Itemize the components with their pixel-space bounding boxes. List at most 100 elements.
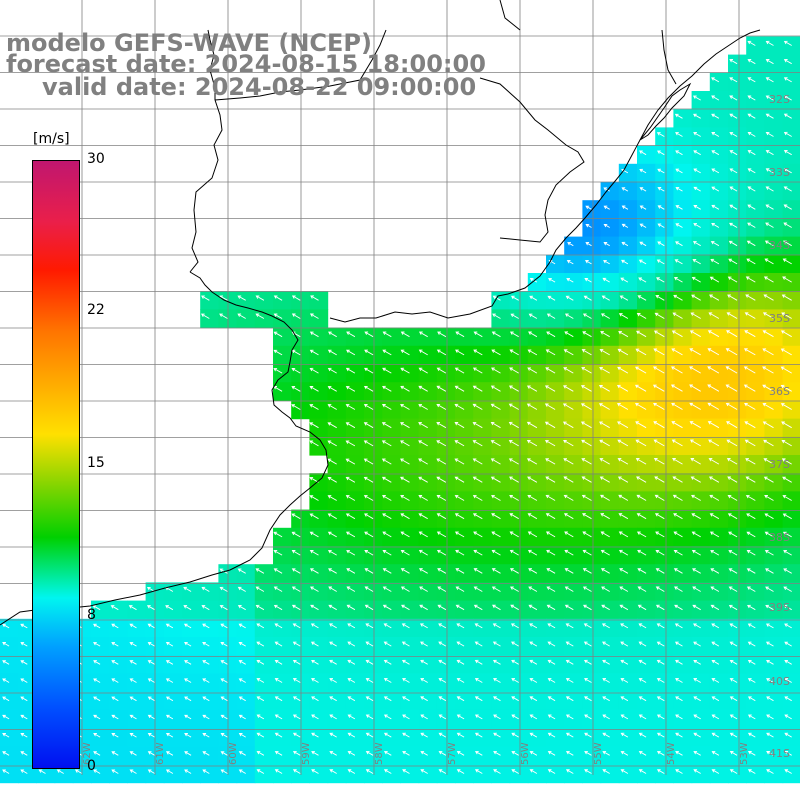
wind-cell (0, 709, 19, 729)
lon-label: 59W (301, 742, 312, 765)
wind-cell (673, 109, 693, 128)
wind-arrow (783, 586, 792, 592)
wind-cell (764, 145, 784, 165)
wind-cell (764, 546, 784, 565)
wind-cell (0, 637, 19, 656)
wind-cell (673, 218, 693, 238)
wind-cell (546, 273, 565, 292)
wind-arrow (674, 641, 683, 647)
wind-arrow (707, 402, 720, 410)
wind-arrow (762, 421, 774, 429)
wind-cell (345, 764, 365, 784)
wind-arrow (383, 732, 392, 738)
wind-arrow (545, 531, 556, 538)
wind-cell (491, 746, 511, 765)
wind-arrow (725, 402, 738, 410)
wind-arrow (510, 604, 519, 611)
wind-arrow (693, 150, 701, 156)
wind-cell (637, 418, 656, 438)
wind-cell (364, 436, 383, 456)
wind-cell (436, 728, 456, 747)
wind-cell (618, 327, 638, 347)
wind-cell (600, 637, 620, 656)
wind-cell (746, 200, 765, 219)
wind-arrow (184, 733, 192, 738)
wind-arrow (364, 331, 374, 338)
wind-cell (200, 582, 219, 602)
wind-cell (400, 527, 420, 547)
wind-cell (564, 382, 583, 401)
wind-cell (673, 455, 693, 474)
wind-cell (509, 455, 529, 474)
wind-cell (436, 436, 456, 456)
wind-cell (782, 218, 800, 238)
wind-arrow (675, 769, 683, 774)
wind-arrow (729, 659, 738, 665)
wind-cell (473, 564, 492, 583)
wind-cell (527, 546, 547, 565)
wind-arrow (729, 59, 738, 65)
wind-cell (746, 364, 765, 383)
wind-arrow (726, 458, 738, 465)
wind-cell (546, 655, 565, 674)
wind-arrow (746, 513, 756, 520)
wind-arrow (763, 276, 774, 283)
wind-cell (691, 400, 711, 420)
wind-arrow (2, 751, 10, 756)
wind-arrow (709, 494, 720, 501)
wind-cell (600, 309, 620, 329)
wind-cell (655, 582, 674, 602)
wind-cell (582, 764, 602, 784)
wind-cell (782, 291, 800, 310)
wind-arrow (291, 568, 301, 574)
wind-arrow (692, 586, 701, 592)
wind-arrow (20, 623, 28, 629)
wind-cell (455, 564, 474, 583)
wind-cell (418, 491, 438, 511)
wind-cell (109, 691, 128, 711)
wind-cell (618, 163, 638, 183)
wind-cell (527, 728, 547, 747)
wind-arrow (565, 732, 574, 738)
wind-cell (436, 364, 456, 383)
wind-arrow (675, 186, 683, 192)
wind-arrow (546, 604, 556, 611)
wind-cell (0, 746, 19, 765)
wind-cell (709, 491, 729, 511)
wind-cell (527, 455, 547, 474)
wind-cell (473, 364, 492, 383)
wind-cell (655, 436, 674, 456)
wind-cell (691, 418, 711, 438)
wind-cell (600, 400, 620, 420)
wind-arrow (129, 623, 137, 629)
wind-cell (273, 600, 292, 620)
wind-arrow (581, 458, 592, 465)
wind-arrow (656, 132, 665, 137)
wind-arrow (328, 604, 337, 611)
wind-arrow (437, 604, 447, 611)
wind-cell (491, 491, 511, 511)
wind-cell (782, 564, 800, 583)
wind-arrow (547, 295, 556, 301)
wind-cell (400, 728, 420, 747)
wind-arrow (402, 696, 410, 702)
wind-arrow (729, 95, 738, 101)
wind-cell (564, 345, 583, 365)
wind-arrow (673, 531, 683, 538)
wind-arrow (255, 568, 265, 574)
wind-arrow (636, 494, 647, 501)
wind-cell (691, 764, 711, 784)
wind-arrow (309, 550, 319, 556)
wind-arrow (563, 439, 574, 447)
wind-cell (364, 600, 383, 620)
wind-arrow (493, 769, 501, 774)
wind-arrow (711, 623, 720, 629)
wind-cell (582, 709, 602, 729)
wind-cell (382, 582, 401, 602)
wind-cell (527, 655, 547, 674)
wind-arrow (745, 458, 756, 465)
wind-cell (782, 546, 800, 565)
wind-arrow (291, 586, 301, 592)
wind-arrow (491, 549, 501, 556)
wind-cell (673, 182, 693, 201)
